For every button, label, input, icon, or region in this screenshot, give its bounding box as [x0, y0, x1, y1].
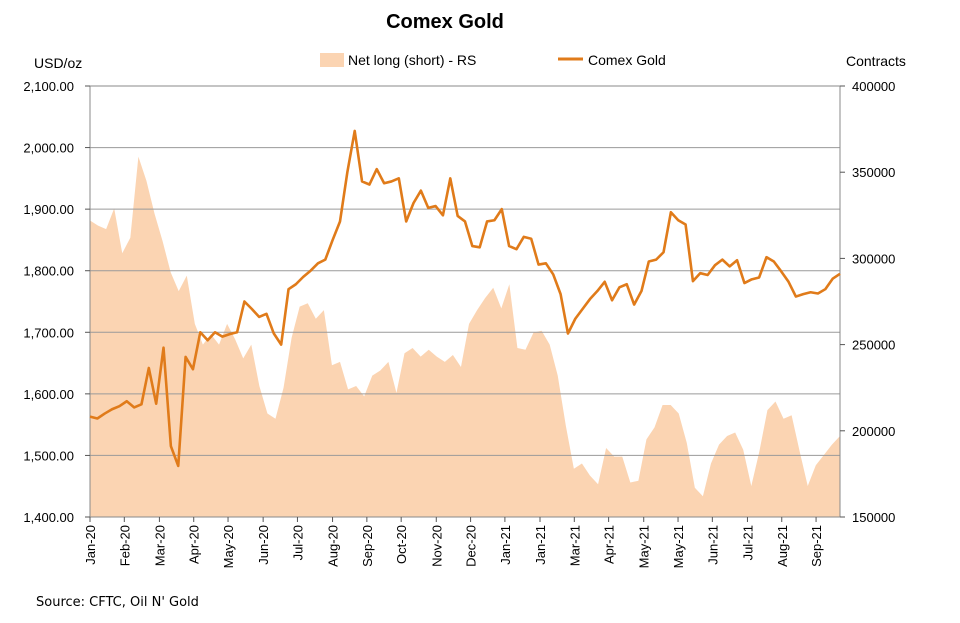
x-tick-label: Aug-20 — [326, 525, 341, 567]
x-tick-label: Jul-21 — [740, 525, 755, 560]
x-tick-label: May-20 — [221, 525, 236, 568]
left-tick-label: 1,900.00 — [23, 202, 74, 217]
left-tick-label: 1,700.00 — [23, 325, 74, 340]
series-comex-gold-line — [89, 129, 841, 468]
legend-label-net-long: Net long (short) - RS — [348, 52, 476, 68]
left-tick-label: 1,400.00 — [23, 510, 74, 525]
x-tick-label: Nov-20 — [429, 525, 444, 567]
right-axis-ticks: 150000 200000 250000 300000 350000 400000 — [840, 79, 895, 525]
x-tick-label: Jun-21 — [705, 525, 720, 565]
x-tick-label: Apr-20 — [187, 525, 202, 564]
plot-area — [89, 85, 841, 518]
x-tick-label: Mar-21 — [567, 525, 582, 566]
x-tick-label: Oct-20 — [394, 525, 409, 564]
x-tick-label: Jul-20 — [290, 525, 305, 560]
right-tick-label: 150000 — [852, 510, 895, 525]
left-tick-label: 2,000.00 — [23, 141, 74, 156]
x-tick-label: Sep-21 — [809, 525, 824, 567]
x-tick-label: Jan-21 — [533, 525, 548, 565]
left-tick-label: 2,100.00 — [23, 79, 74, 94]
x-tick-label: Jun-20 — [256, 525, 271, 565]
x-tick-label: Jan-20 — [83, 525, 98, 565]
x-tick-label: Jan-21 — [498, 525, 513, 565]
x-tick-label: Dec-20 — [464, 525, 479, 567]
legend-swatch-net-long — [320, 53, 344, 67]
source-note: Source: CFTC, Oil N' Gold — [36, 595, 199, 610]
right-tick-label: 400000 — [852, 79, 895, 94]
right-axis-unit: Contracts — [846, 53, 906, 69]
x-tick-label: Feb-20 — [117, 525, 132, 566]
x-tick-label: Aug-21 — [775, 525, 790, 567]
right-tick-label: 250000 — [852, 338, 895, 353]
left-tick-label: 1,600.00 — [23, 387, 74, 402]
left-axis-unit: USD/oz — [34, 55, 82, 71]
series-net-long-area — [90, 156, 840, 517]
x-tick-label: May-21 — [671, 525, 686, 568]
left-tick-label: 1,800.00 — [23, 264, 74, 279]
legend-label-comex-gold: Comex Gold — [588, 52, 666, 68]
right-tick-label: 350000 — [852, 165, 895, 180]
right-tick-label: 300000 — [852, 251, 895, 266]
plot-frame — [89, 85, 841, 518]
x-tick-label: Mar-20 — [152, 525, 167, 566]
left-tick-label: 1,500.00 — [23, 448, 74, 463]
legend: Net long (short) - RS Comex Gold — [320, 52, 666, 68]
right-tick-label: 200000 — [852, 424, 895, 439]
x-axis-ticks: Jan-20 Feb-20 Mar-20 Apr-20 May-20 Jun-20 Jul-… — [83, 517, 824, 568]
x-tick-label: Apr-21 — [602, 525, 617, 564]
left-axis-ticks: 1,400.00 1,500.00 1,600.00 1,700.00 1,800.00… — [23, 79, 90, 525]
x-tick-label: Sep-20 — [360, 525, 375, 567]
x-tick-label: May-21 — [637, 525, 652, 568]
chart-title: Comex Gold — [386, 11, 504, 33]
